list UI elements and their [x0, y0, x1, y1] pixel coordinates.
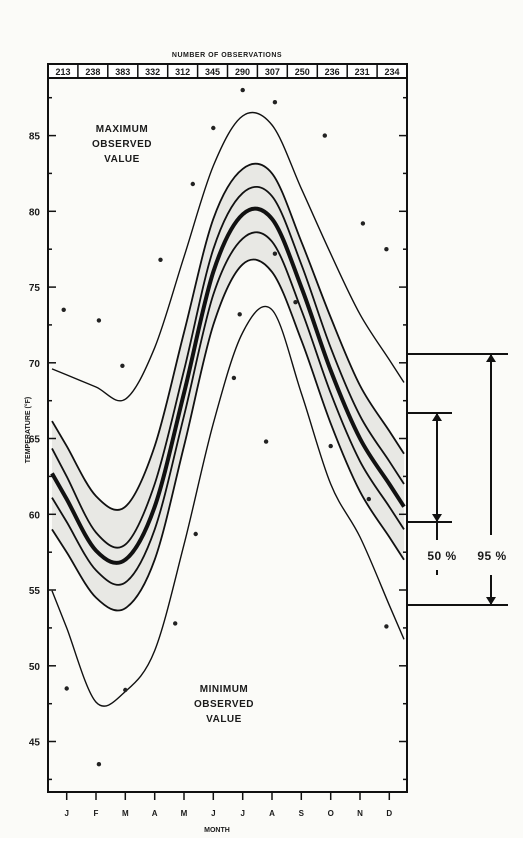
extreme-point [328, 443, 333, 449]
x-tick-label: J [211, 809, 215, 818]
percentile-bands [52, 163, 404, 611]
extreme-point [120, 363, 125, 368]
max-observed-label-line3: VALUE [104, 154, 140, 165]
extreme-point [193, 531, 198, 537]
extreme-point [322, 133, 327, 138]
observation-count: 290 [235, 67, 250, 77]
extreme-point [384, 247, 389, 252]
y-axis-title: TEMPERATURE (°F) [24, 397, 32, 463]
x-tick-label: J [64, 809, 68, 818]
y-axis: 45 50 55 60 65 70 75 80 85 [29, 96, 407, 781]
series-line-min [51, 305, 405, 707]
max-observed-label-line1: MAXIMUM [96, 124, 148, 135]
extreme-point [123, 687, 128, 693]
x-tick-label: A [269, 809, 275, 818]
extreme-point [360, 221, 366, 226]
x-tick-label: A [152, 809, 158, 818]
extreme-point [173, 621, 178, 626]
extreme-point [64, 686, 69, 691]
extreme-point [158, 257, 163, 262]
extreme-point [190, 181, 195, 187]
min-observed-label-line3: VALUE [206, 714, 242, 725]
observation-count: 213 [55, 67, 70, 77]
bracket-95-arrow-top [486, 354, 496, 362]
y-tick-label: 85 [29, 132, 41, 143]
y-tick-label: 45 [29, 738, 41, 749]
x-tick-label: J [240, 809, 244, 818]
x-tick-label: O [328, 809, 334, 818]
y-tick-label: 65 [29, 435, 41, 446]
observation-count: 231 [355, 67, 370, 77]
series-line-median [50, 206, 406, 565]
observation-count: 238 [85, 67, 100, 77]
series-line-upper50 [51, 185, 405, 549]
observation-count: 383 [115, 67, 130, 77]
extreme-point [231, 375, 237, 381]
y-tick-label: 50 [29, 662, 41, 673]
series-line-lower50 [51, 231, 405, 586]
bracket-label-bg [420, 540, 522, 570]
min-observed-label-line1: MINIMUM [200, 684, 249, 695]
series-lines [50, 111, 406, 707]
x-tick-label: S [299, 809, 305, 818]
observation-count: 345 [205, 67, 220, 77]
series-line-upper95 [51, 162, 405, 511]
observation-count: 234 [384, 67, 399, 77]
x-tick-label: N [357, 809, 363, 818]
extreme-point [237, 312, 242, 317]
extreme-point [293, 300, 298, 305]
y-tick-label: 75 [29, 283, 41, 294]
observation-count: 307 [265, 67, 280, 77]
x-tick-label: M [122, 809, 129, 818]
y-tick-label: 55 [29, 586, 41, 597]
x-axis-title: MONTH [204, 827, 230, 834]
extreme-point [61, 307, 66, 312]
extreme-points [61, 87, 389, 767]
y-tick-label: 80 [29, 207, 41, 218]
y-tick-label: 70 [29, 359, 41, 370]
extreme-point [96, 318, 102, 323]
bracket-50-arrow-bottom [432, 514, 442, 522]
extreme-point [96, 762, 102, 767]
band-95-label: 95 % [477, 549, 506, 563]
max-observed-label-line2: OBSERVED [92, 139, 152, 150]
extreme-point [366, 496, 371, 502]
x-tick-label: F [94, 809, 99, 818]
bracket-50-arrow-top [432, 413, 442, 421]
band-50-label: 50 % [427, 549, 456, 563]
bracket-95-arrow-bottom [486, 597, 496, 605]
observation-count: 250 [295, 67, 310, 77]
band-95-fill [52, 163, 404, 611]
series-line-max [51, 111, 405, 402]
observation-count: 332 [145, 67, 160, 77]
x-tick-label: M [181, 809, 188, 818]
extreme-point [263, 439, 269, 444]
y-tick-label: 60 [29, 510, 41, 521]
extreme-point [272, 100, 278, 105]
min-observed-label-line2: OBSERVED [194, 699, 254, 710]
observation-count: 312 [175, 67, 190, 77]
x-tick-label: D [386, 809, 392, 818]
observation-count: 236 [325, 67, 340, 77]
chart-title: NUMBER OF OBSERVATIONS [172, 52, 282, 59]
series-line-lower95 [51, 258, 405, 612]
extreme-point [211, 125, 216, 131]
extreme-point [240, 87, 245, 93]
observation-counts: 213 238 383 332 312 345 290 307 250 236 231 234 [55, 64, 400, 78]
extreme-point [384, 624, 389, 629]
band-brackets: 50 % 95 % [407, 353, 522, 606]
extreme-point [272, 251, 278, 256]
